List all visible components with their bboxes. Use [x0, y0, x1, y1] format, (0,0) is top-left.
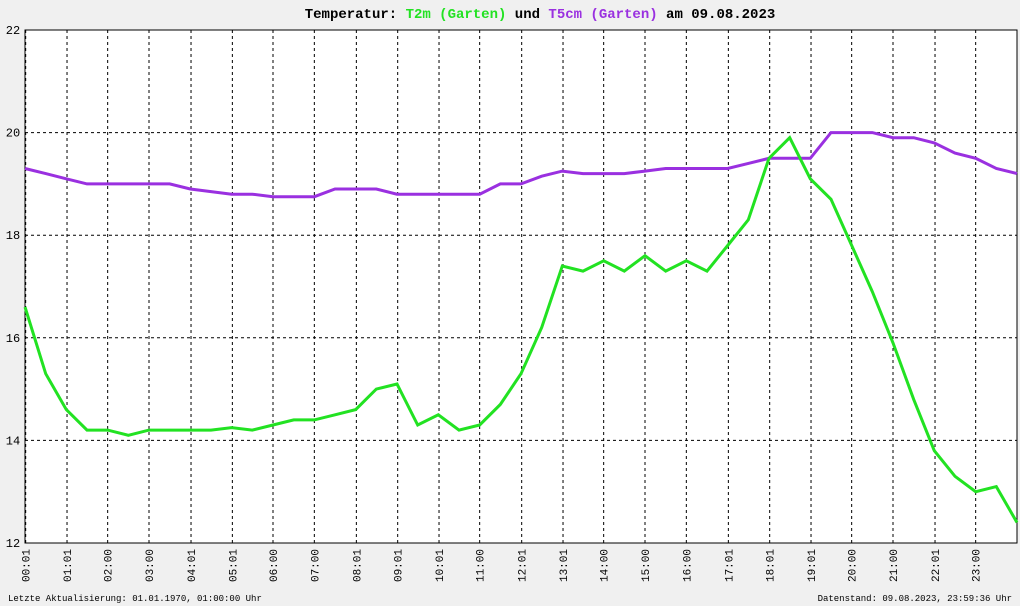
data-line	[23, 135, 1019, 524]
x-tick-label: 04:01	[187, 549, 199, 582]
footer-left: Letzte Aktualisierung: 01.01.1970, 01:00…	[8, 594, 262, 604]
legend-entry: T5cm (Garten)	[548, 7, 657, 23]
y-tick-label: 22	[6, 24, 20, 38]
x-tick-label: 06:00	[269, 549, 281, 582]
x-tick-label: 22:01	[931, 549, 943, 582]
y-tick-label: 18	[6, 229, 20, 243]
y-tick-label: 12	[6, 537, 20, 551]
y-tick-label: 20	[6, 127, 20, 141]
x-tick-label: 15:00	[641, 549, 653, 582]
x-tick-label: 09:01	[394, 549, 406, 582]
x-tick-label: 03:00	[145, 549, 157, 582]
title-prefix: Temperatur:	[305, 7, 397, 23]
x-tick-label: 07:00	[310, 549, 322, 582]
y-tick-label: 14	[6, 434, 20, 448]
title-suffix: am 09.08.2023	[666, 7, 775, 23]
x-tick-label: 08:01	[352, 549, 364, 582]
x-tick-label: 13:01	[559, 549, 571, 582]
x-tick-label: 10:01	[435, 549, 447, 582]
data-line	[24, 131, 1018, 199]
x-tick-label: 20:00	[848, 549, 860, 582]
x-tick-label: 17:01	[724, 549, 736, 582]
chart-title: Temperatur: T2m (Garten) und T5cm (Garte…	[305, 7, 776, 23]
x-tick-label: 05:01	[228, 549, 240, 582]
x-tick-label: 12:01	[518, 549, 530, 582]
x-tick-label: 11:00	[476, 549, 488, 582]
x-tick-label: 14:00	[600, 549, 612, 582]
x-tick-label: 02:00	[104, 549, 116, 582]
x-tick-label: 21:00	[889, 549, 901, 582]
x-tick-label: 23:00	[972, 549, 984, 582]
x-tick-label: 16:00	[682, 549, 694, 582]
plot-area	[25, 30, 1017, 543]
x-tick-label: 18:01	[766, 549, 778, 582]
x-tick-label: 19:01	[807, 549, 819, 582]
x-tick-label: 00:01	[22, 549, 34, 582]
y-tick-label: 16	[6, 332, 20, 346]
legend-entry: T2m (Garten)	[406, 7, 507, 23]
title-join: und	[515, 7, 540, 23]
plot-border	[24, 29, 1018, 544]
x-tick-label: 01:01	[63, 549, 75, 582]
footer-right: Datenstand: 09.08.2023, 23:59:36 Uhr	[818, 594, 1012, 604]
